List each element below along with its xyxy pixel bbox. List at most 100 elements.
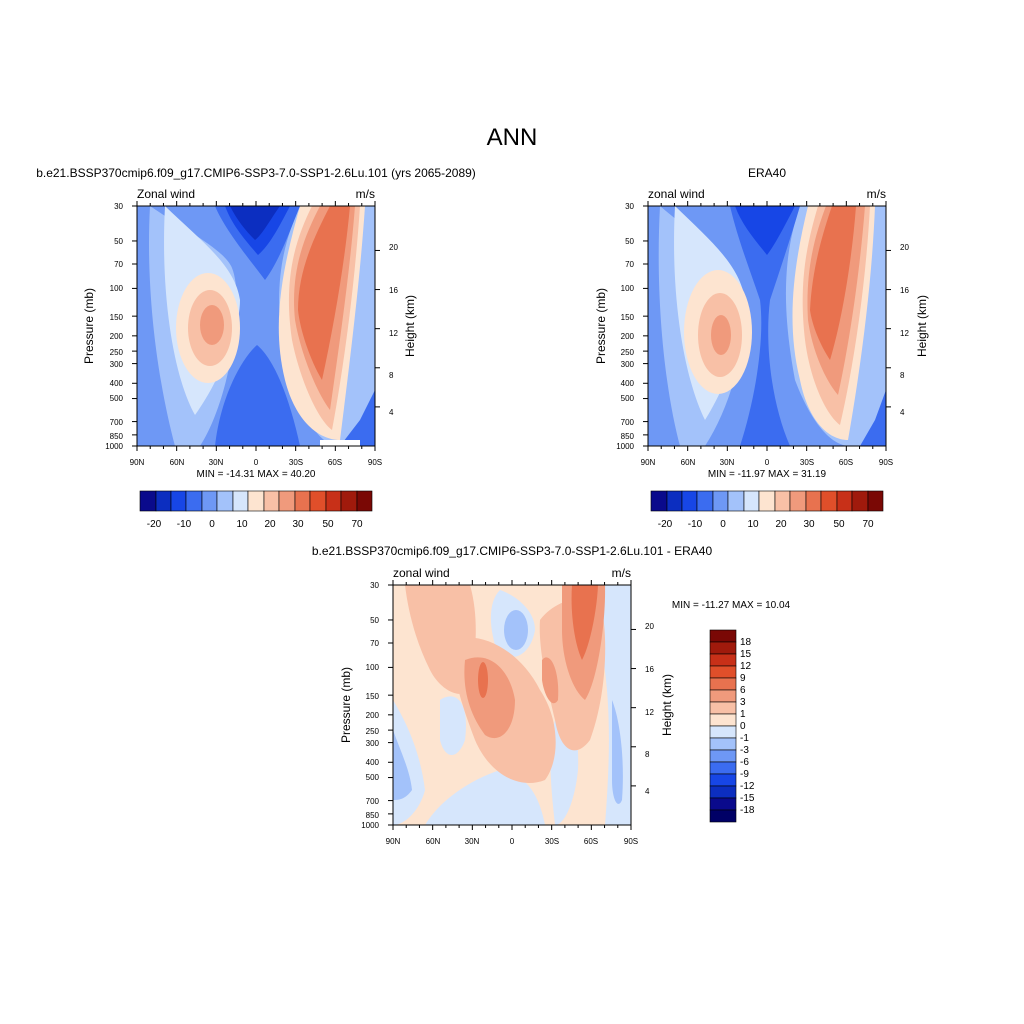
p-tick: 100 [366,663,380,672]
panel-model-x-ticks: 90N 60N 30N 0 30S 60S 90S [130,458,382,467]
x-tick: 60S [839,458,853,467]
panel-model-h-ticks: 20 16 12 8 4 [389,243,398,417]
p-tick: 500 [110,394,124,403]
colorbar-label: 3 [740,697,746,708]
p-tick: 50 [625,237,634,246]
p-tick: 200 [621,332,635,341]
panel-era40-p-ticks: 30 50 70 100 150 200 250 300 400 500 700… [616,202,634,451]
panel-era40: ERA40 zonal wind m/s Pressure (mb) Heigh… [594,166,929,530]
colorbar-label: 0 [740,721,746,732]
x-tick: 90N [130,458,145,467]
x-tick: 30N [720,458,735,467]
panel-era40-variable-label: zonal wind [648,187,705,201]
panel-era40-tick-marks [643,201,891,451]
colorbar-label: 20 [775,519,787,530]
h-tick: 4 [645,787,650,796]
x-tick: 30S [289,458,303,467]
h-tick: 4 [389,408,394,417]
colorbar-label: -18 [740,805,755,816]
panel-diff-p-ticks: 30 50 70 100 150 200 250 300 400 500 700… [361,581,379,830]
p-tick: 200 [366,711,380,720]
p-tick: 850 [366,811,380,820]
h-tick: 8 [389,371,394,380]
panel-era40-y2label: Height (km) [915,295,929,357]
panel-model-units-label: m/s [356,187,375,201]
h-tick: 12 [645,708,654,717]
p-tick: 70 [625,260,634,269]
colorbar-label: -20 [658,519,673,530]
colorbar-label: 12 [740,661,752,672]
p-tick: 700 [110,418,124,427]
p-tick: 70 [114,260,123,269]
p-tick: 400 [110,379,124,388]
colorbar-label: -12 [740,781,755,792]
h-tick: 16 [645,665,654,674]
panel-model-contours [137,206,375,446]
panel-model-title: b.e21.BSSP370cmip6.f09_g17.CMIP6-SSP3-7.… [36,166,476,180]
p-tick: 50 [114,237,123,246]
x-tick: 30S [800,458,814,467]
p-tick: 150 [366,692,380,701]
x-tick: 0 [254,458,259,467]
x-tick: 30S [545,837,559,846]
colorbar-label: 10 [747,519,759,530]
colorbar-label: 20 [264,519,276,530]
p-tick: 300 [621,360,635,369]
h-tick: 12 [900,329,909,338]
panel-model: b.e21.BSSP370cmip6.f09_g17.CMIP6-SSP3-7.… [36,166,476,530]
p-tick: 200 [110,332,124,341]
p-tick: 850 [110,432,124,441]
p-tick: 400 [366,758,380,767]
p-tick: 30 [370,581,379,590]
colorbar-label: 30 [292,519,304,530]
x-tick: 90N [386,837,401,846]
panel-era40-units-label: m/s [867,187,886,201]
p-tick: 150 [621,313,635,322]
x-tick: 90S [368,458,382,467]
panel-era40-ylabel: Pressure (mb) [594,288,608,364]
p-tick: 700 [621,418,635,427]
panel-diff-title: b.e21.BSSP370cmip6.f09_g17.CMIP6-SSP3-7.… [312,544,713,558]
x-tick: 30N [209,458,224,467]
panel-diff-tick-marks [388,580,636,830]
p-tick: 150 [110,313,124,322]
x-tick: 0 [765,458,770,467]
h-tick: 16 [900,286,909,295]
panel-era40-minmax: MIN = -11.97 MAX = 31.19 [708,469,827,480]
panel-diff-variable-label: zonal wind [393,566,450,580]
panel-model-tick-marks [132,201,380,451]
panel-model-p-ticks: 30 50 70 100 150 200 250 300 400 500 700… [105,202,123,451]
panel-model-y2label: Height (km) [403,295,417,357]
p-tick: 30 [625,202,634,211]
panel-era40-title: ERA40 [748,166,786,180]
colorbar-label: 70 [862,519,874,530]
panel-diff-ylabel: Pressure (mb) [339,667,353,743]
colorbar-label: 15 [740,649,752,660]
p-tick: 700 [366,797,380,806]
colorbar-label: -10 [688,519,703,530]
h-tick: 20 [900,243,909,252]
panel-diff-minmax: MIN = -11.27 MAX = 10.04 [672,600,791,611]
colorbar-model: -20 -10 0 10 20 30 50 70 [139,490,373,530]
x-tick: 90S [624,837,638,846]
colorbar-label: -20 [147,519,162,530]
p-tick: 1000 [105,442,123,451]
colorbar-label: 18 [740,637,752,648]
p-tick: 250 [366,727,380,736]
panel-diff-y2label: Height (km) [660,674,674,736]
colorbar-label: 6 [740,685,746,696]
p-tick: 30 [114,202,123,211]
colorbar-label: 1 [740,709,746,720]
p-tick: 300 [110,360,124,369]
x-tick: 90N [641,458,656,467]
x-tick: 90S [879,458,893,467]
x-tick: 60N [681,458,696,467]
h-tick: 20 [645,622,654,631]
colorbar-label: 0 [209,519,215,530]
panel-diff-h-ticks: 20 16 12 8 4 [645,622,654,796]
colorbar-label: 10 [236,519,248,530]
p-tick: 250 [621,348,635,357]
colorbar-label: 30 [803,519,815,530]
colorbar-label: -9 [740,769,749,780]
h-tick: 12 [389,329,398,338]
